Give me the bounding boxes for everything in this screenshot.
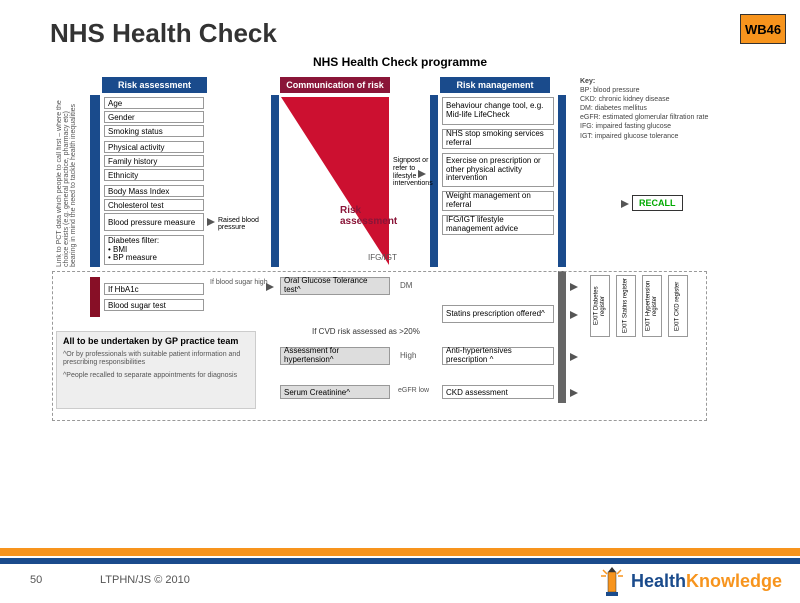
cell-creatinine: Serum Creatinine^ bbox=[280, 385, 390, 399]
key-4: IFG: impaired fasting glucose bbox=[580, 122, 710, 131]
cell-raised-bp: Raised blood pressure bbox=[215, 213, 269, 235]
key-box: Key: BP: blood pressure CKD: chronic kid… bbox=[580, 77, 710, 141]
slide: NHS Health Check WB46 NHS Health Check p… bbox=[0, 0, 800, 600]
cell-diabetes-filter: Diabetes filter: • BMI • BP measure bbox=[104, 235, 204, 265]
label-bsh: If blood sugar high bbox=[210, 279, 268, 286]
logo: HealthKnowledge bbox=[599, 564, 782, 598]
arrow-e1 bbox=[570, 283, 578, 291]
side-note: Link to PCT data which people to call fi… bbox=[56, 97, 86, 267]
risk-assessment-label: Risk assessment bbox=[340, 205, 395, 227]
cell-mgmt-2: Exercise on prescription or other physic… bbox=[442, 153, 554, 187]
cell-ethnicity: Ethnicity bbox=[104, 169, 204, 181]
orange-stripe bbox=[0, 548, 800, 556]
label-cvd: If CVD risk assessed as >20% bbox=[312, 327, 420, 336]
arrow-e4 bbox=[570, 389, 578, 397]
gp-note2: ^People recalled to separate appointment… bbox=[63, 372, 249, 380]
logo-text: HealthKnowledge bbox=[631, 571, 782, 592]
arrow-recall-in bbox=[621, 200, 629, 208]
cell-mgmt-3: Weight management on referral bbox=[442, 191, 554, 211]
vbar-2 bbox=[271, 95, 279, 267]
cell-gender: Gender bbox=[104, 111, 204, 123]
logo-text-b: Knowledge bbox=[686, 571, 782, 591]
cell-bp: Blood pressure measure bbox=[104, 213, 204, 231]
cell-bmi: Body Mass Index bbox=[104, 185, 204, 197]
cell-smoking: Smoking status bbox=[104, 125, 204, 137]
key-2: DM: diabetes mellitus bbox=[580, 104, 710, 113]
cell-statins: Statins prescription offered^ bbox=[442, 305, 554, 323]
arrow-2 bbox=[418, 170, 426, 178]
cell-hba1c: If HbA1c bbox=[104, 283, 204, 295]
page-title: NHS Health Check bbox=[50, 18, 277, 49]
risk-triangle bbox=[281, 97, 389, 265]
cell-ogtt: Oral Glucose Tolerance test^ bbox=[280, 277, 390, 295]
exit-3: EXIT CKD register bbox=[668, 275, 688, 337]
cell-age: Age bbox=[104, 97, 204, 109]
page-number: 50 bbox=[30, 574, 42, 586]
arrow-1 bbox=[207, 218, 215, 226]
key-1: CKD: chronic kidney disease bbox=[580, 95, 710, 104]
col-communication: Communication of risk bbox=[280, 77, 390, 93]
ifg-igt-label: IFG/IGT bbox=[368, 253, 397, 262]
col-risk-management: Risk management bbox=[440, 77, 550, 93]
exit-1: EXIT Statins register bbox=[616, 275, 636, 337]
cell-mgmt-4: IFG/IGT lifestyle management advice bbox=[442, 215, 554, 235]
arrow-3 bbox=[266, 283, 274, 291]
arrow-e2 bbox=[570, 311, 578, 319]
cell-ckd: CKD assessment bbox=[442, 385, 554, 399]
cell-antihyp: Anti-hypertensives prescription ^ bbox=[442, 347, 554, 365]
gp-title: All to be undertaken by GP practice team bbox=[63, 336, 249, 347]
exit-0: EXIT Diabetes register bbox=[590, 275, 610, 337]
cell-mgmt-1: NHS stop smoking services referral bbox=[442, 129, 554, 149]
vbar-4 bbox=[558, 95, 566, 267]
lighthouse-icon bbox=[599, 564, 625, 598]
vbar-1 bbox=[90, 95, 100, 267]
copyright: LTPHN/JS © 2010 bbox=[100, 574, 190, 586]
exit-2: EXIT Hypertension register bbox=[642, 275, 662, 337]
gp-note1: ^Or by professionals with suitable patie… bbox=[63, 351, 249, 368]
label-dm: DM bbox=[400, 281, 412, 290]
key-title: Key: bbox=[580, 77, 710, 86]
recall-box: RECALL bbox=[632, 195, 683, 211]
key-3: eGFR: estimated glomerular filtration ra… bbox=[580, 113, 710, 122]
diagram-title: NHS Health Check programme bbox=[50, 55, 750, 69]
key-5: IGT: impaired glucose tolerance bbox=[580, 132, 710, 141]
cell-bloodsugar: Blood sugar test bbox=[104, 299, 204, 311]
logo-text-a: Health bbox=[631, 571, 686, 591]
flowchart-diagram: NHS Health Check programme Risk assessme… bbox=[50, 55, 750, 485]
cell-chol: Cholesterol test bbox=[104, 199, 204, 211]
arrow-e3 bbox=[570, 353, 578, 361]
label-egfr: eGFR low bbox=[398, 387, 429, 394]
cell-physical: Physical activity bbox=[104, 141, 204, 153]
cell-family: Family history bbox=[104, 155, 204, 167]
key-0: BP: blood pressure bbox=[580, 86, 710, 95]
gp-box: All to be undertaken by GP practice team… bbox=[56, 331, 256, 409]
cell-hta: Assessment for hypertension^ bbox=[280, 347, 390, 365]
col-risk-assessment: Risk assessment bbox=[102, 77, 207, 93]
label-high: High bbox=[400, 351, 416, 360]
page-badge: WB46 bbox=[740, 14, 786, 44]
cell-mgmt-0: Behaviour change tool, e.g. Mid-life Lif… bbox=[442, 97, 554, 125]
